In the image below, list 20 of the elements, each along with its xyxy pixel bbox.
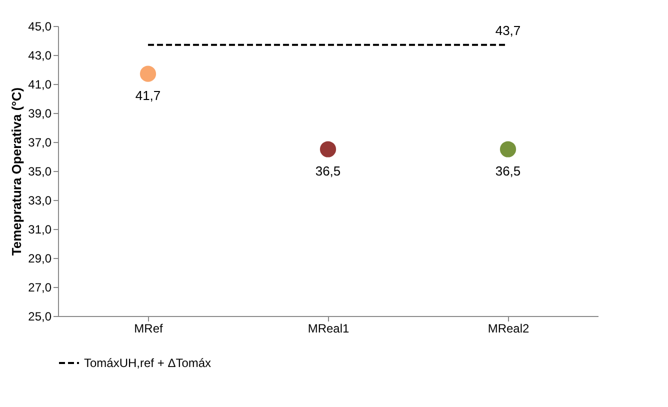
y-tick-label: 25,0 (28, 310, 52, 324)
y-tick-label: 43,0 (28, 48, 52, 62)
y-tick-label: 41,0 (28, 78, 52, 92)
y-tick-label: 45,0 (28, 20, 52, 34)
data-label: 41,7 (135, 88, 161, 103)
legend-label: TomáxUH,ref + ΔTomáx (84, 356, 212, 370)
data-label: 36,5 (495, 163, 521, 178)
data-label: 36,5 (315, 163, 341, 178)
x-tick-label: MReal1 (308, 322, 350, 336)
y-tick-label: 37,0 (28, 136, 52, 150)
x-tick-label: MReal2 (488, 322, 530, 336)
y-tick-label: 39,0 (28, 106, 52, 120)
x-tick-label: MRef (134, 322, 164, 336)
y-tick-label: 35,0 (28, 164, 52, 178)
data-label: 43,7 (495, 22, 521, 38)
y-axis-title: Temepratura Operativa (°C) (9, 87, 24, 256)
y-tick-label: 31,0 (28, 222, 52, 236)
y-tick-label: 27,0 (28, 280, 52, 294)
y-tick-label: 33,0 (28, 194, 52, 208)
y-tick-label: 29,0 (28, 252, 52, 266)
